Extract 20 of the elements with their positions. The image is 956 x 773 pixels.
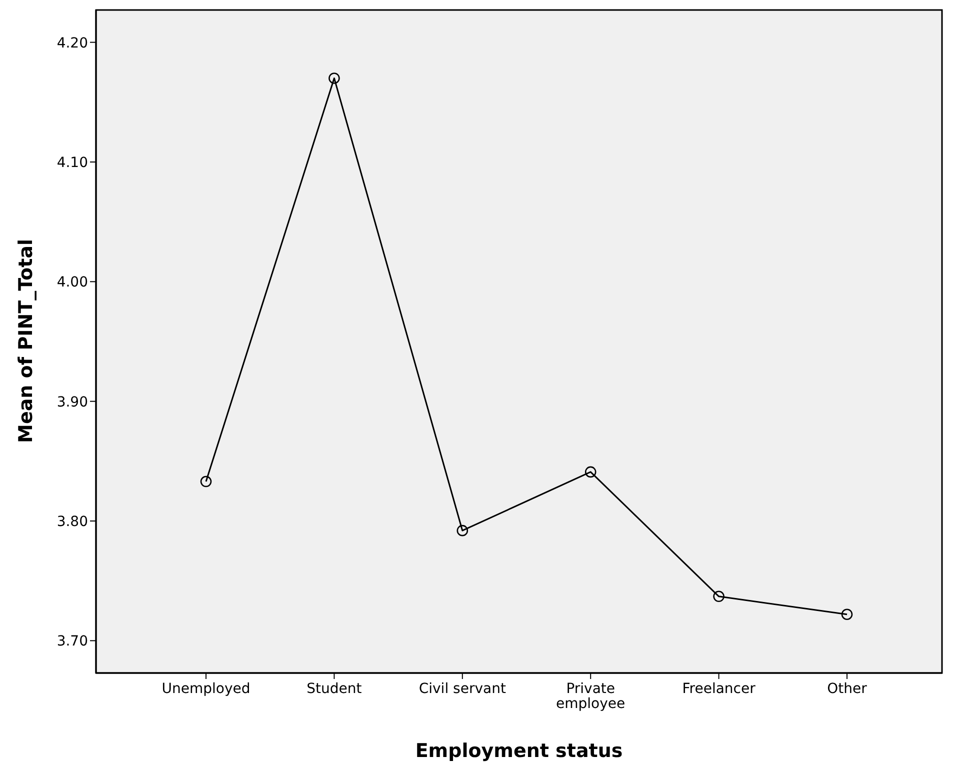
x-tick-label: Freelancer	[682, 681, 756, 697]
point	[841, 608, 853, 620]
y-tick-label: 4.00	[56, 274, 88, 291]
y-tick-label: 3.70	[56, 634, 88, 650]
y-tick-label: 4.10	[56, 154, 88, 171]
y-tick-label: 4.20	[56, 35, 88, 52]
point	[584, 466, 596, 478]
y-axis-title: Mean of PINT_Total	[15, 239, 37, 443]
point	[456, 524, 468, 536]
x-tick-label: Other	[827, 681, 868, 697]
point	[200, 476, 212, 488]
y-tick-label: 3.90	[56, 394, 88, 410]
y-tick-label: 3.80	[56, 514, 88, 530]
x-tick-label: Civil servant	[418, 681, 506, 697]
x-tick-label: Student	[306, 681, 362, 697]
point	[328, 72, 340, 84]
x-tick-label: Unemployed	[162, 681, 250, 697]
x-tick-label: Private employee	[556, 681, 626, 712]
x-axis-title: Employment status	[415, 740, 623, 762]
point	[713, 590, 724, 602]
